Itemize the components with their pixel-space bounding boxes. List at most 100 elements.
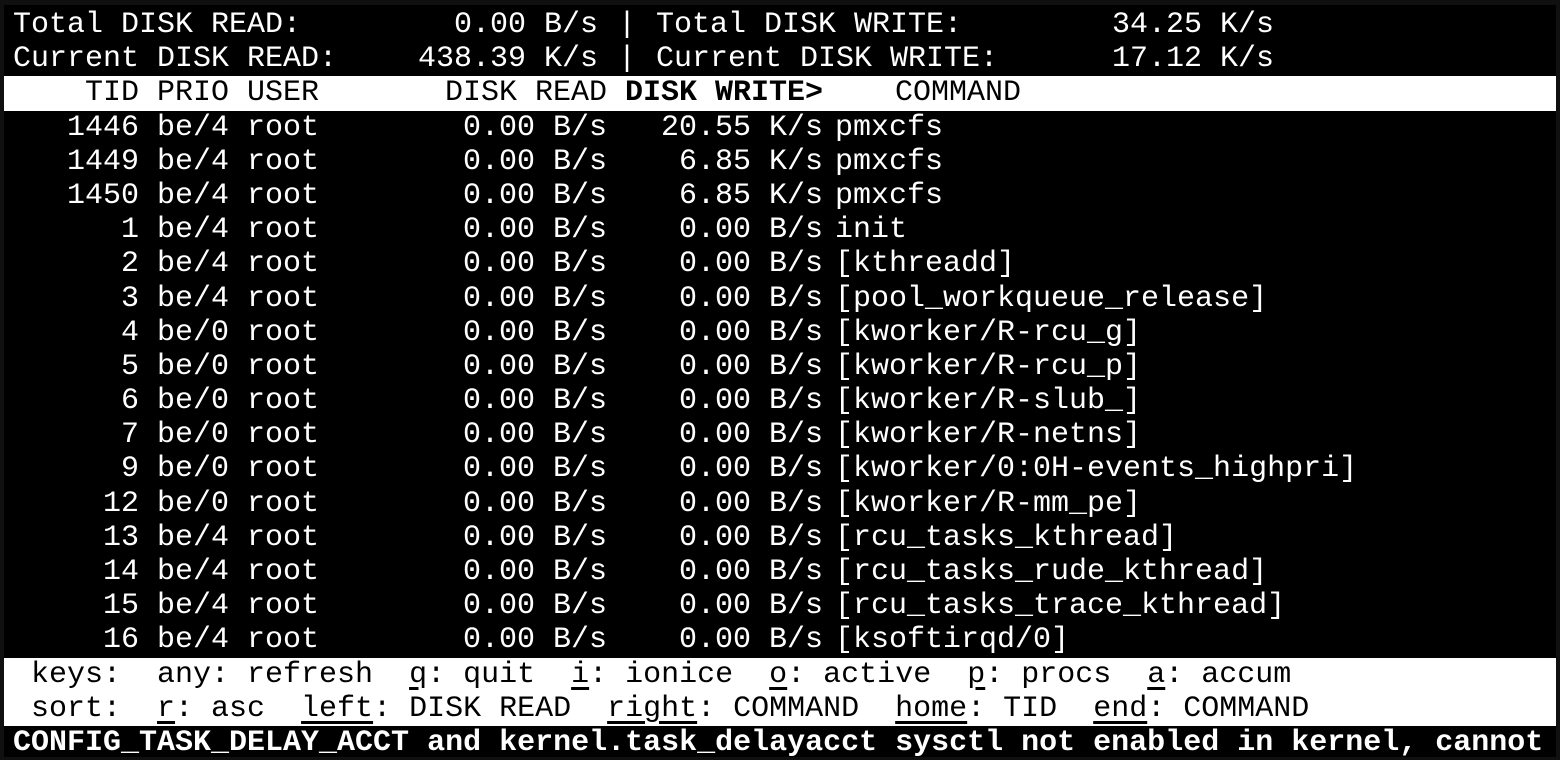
table-row: 15 be/4 root 0.00 B/s 0.00 B/s [rcu_task… [4,589,1556,623]
cell-disk-read: 0.00 B/s [462,178,607,213]
shortcut-key: o [769,657,788,692]
shortcut-key: right [607,691,698,726]
help-shortcut: left: DISK READ [301,692,571,726]
shortcut-key: left [301,691,374,726]
table-row: 12 be/0 root 0.00 B/s 0.00 B/s [kworker/… [4,487,1556,521]
header-disk-write-sorted: DISK WRITE> [624,76,823,111]
cell-disk-read: 0.00 B/s [462,213,607,248]
cell-disk-write: 0.00 B/s [678,213,823,248]
cell-command: [pool_workqueue_release] [835,281,1268,316]
shortcut-key: i [571,657,590,692]
cell-prio: be/4 [157,623,230,658]
cell-disk-read: 0.00 B/s [462,555,607,589]
cell-tid: 16 [102,623,139,658]
help-line-sort: sort: r: asc left: DISK READ right: COMMAN… [4,691,1556,726]
help-line-keys: keys: any: refresh q: quit i: ionice o: act… [4,657,1556,692]
cell-user: root [247,623,320,658]
cell-tid: 1446 [66,110,139,145]
shortcut-key: any [157,657,212,692]
cell-disk-read: 0.00 B/s [462,281,607,316]
header-tid: TID [84,76,139,111]
shortcut-action: : accum [1165,657,1292,692]
summary-separator: | [617,42,636,77]
cell-disk-read: 0.00 B/s [462,110,607,145]
table-row: 1449 be/4 root 0.00 B/s 6.85 K/s pmxcfs [4,145,1556,179]
cell-tid: 9 [120,452,139,487]
current-disk-read-value: 438.39 K/s [417,42,598,77]
cell-user: root [247,213,320,248]
cell-disk-write: 0.00 B/s [678,281,823,316]
cell-user: root [247,384,320,419]
summary-line-total: Total DISK READ: 0.00 B/s | Total DISK W… [4,8,1556,42]
header-user: USER [247,76,320,111]
cell-command: pmxcfs [835,110,944,145]
help-shortcut: r: asc [157,692,265,726]
shortcut-action: : quit [427,657,536,692]
cell-disk-read: 0.00 B/s [462,247,607,282]
cell-prio: be/4 [157,247,230,282]
help-shortcut: p: procs [967,658,1111,692]
shortcut-action: : DISK READ [373,691,572,726]
table-header-row: TID PRIO USER DISK READ DISK WRITE> COMM… [4,76,1556,111]
cell-disk-write: 0.00 B/s [678,418,823,453]
cell-user: root [247,247,320,282]
table-row: 1446 be/4 root 0.00 B/s 20.55 K/s pmxcfs [4,111,1556,145]
cell-disk-read: 0.00 B/s [462,384,607,419]
cell-command: [kworker/R-rcu_p] [835,349,1142,384]
shortcut-action: : asc [175,691,266,726]
cell-command: init [835,213,908,248]
table-row: 1450 be/4 root 0.00 B/s 6.85 K/s pmxcfs [4,179,1556,213]
header-command: COMMAND [895,76,1022,111]
cell-command: [kthreadd] [835,247,1016,282]
help-keys-segments: any: refresh q: quit i: ionice o: active p: … [121,658,1291,692]
cell-tid: 15 [102,589,139,624]
cell-prio: be/4 [157,589,230,624]
cell-tid: 1449 [66,144,139,179]
process-rows: 1446 be/4 root 0.00 B/s 20.55 K/s pmxcfs… [4,111,1556,658]
help-shortcut: right: COMMAND [607,692,859,726]
cell-disk-read: 0.00 B/s [462,589,607,624]
cell-command: [rcu_tasks_rude_kthread] [835,555,1268,589]
shortcut-action: : COMMAND [697,691,860,726]
cell-tid: 6 [120,384,139,419]
cell-disk-read: 0.00 B/s [462,520,607,555]
table-row: 1 be/4 root 0.00 B/s 0.00 B/s init [4,213,1556,247]
current-disk-write-label: Current DISK WRITE: [656,42,999,77]
help-sort-label: sort: [31,691,122,726]
cell-user: root [247,315,320,350]
help-shortcut: i: ionice [571,658,733,692]
shortcut-action: : TID [967,691,1058,726]
help-shortcut: q: quit [409,658,535,692]
cell-tid: 3 [120,281,139,316]
table-row: 4 be/0 root 0.00 B/s 0.00 B/s [kworker/R… [4,316,1556,350]
help-shortcut: o: active [769,658,931,692]
cell-command: pmxcfs [835,178,944,213]
help-shortcut: any: refresh [157,658,373,692]
cell-disk-write: 0.00 B/s [678,555,823,589]
table-row: 2 be/4 root 0.00 B/s 0.00 B/s [kthreadd] [4,247,1556,281]
cell-disk-write: 20.55 K/s [660,110,823,145]
summary-separator: | [617,8,636,42]
table-row: 14 be/4 root 0.00 B/s 0.00 B/s [rcu_task… [4,555,1556,589]
iotop-terminal-screen[interactable]: Total DISK READ: 0.00 B/s | Total DISK W… [4,5,1556,757]
help-keys-label: keys: [31,657,122,692]
cell-disk-write: 0.00 B/s [678,520,823,555]
total-disk-read-label: Total DISK READ: [13,8,302,42]
cell-command: [kworker/R-rcu_g] [835,315,1142,350]
cell-disk-read: 0.00 B/s [462,349,607,384]
cell-prio: be/4 [157,178,230,213]
help-sort-segments: r: asc left: DISK READ right: COMMAND home:… [121,692,1309,726]
cell-user: root [247,349,320,384]
cell-tid: 1450 [66,178,139,213]
cell-user: root [247,589,320,624]
cell-disk-write: 0.00 B/s [678,452,823,487]
help-shortcut: a: accum [1147,658,1291,692]
shortcut-action: : refresh [211,657,374,692]
header-prio: PRIO [157,76,230,111]
cell-command: [ksoftirqd/0] [835,623,1070,658]
cell-prio: be/0 [157,315,230,350]
shortcut-key: q [409,657,428,692]
cell-command: pmxcfs [835,144,944,179]
table-row: 9 be/0 root 0.00 B/s 0.00 B/s [kworker/0… [4,452,1556,486]
cell-prio: be/4 [157,144,230,179]
